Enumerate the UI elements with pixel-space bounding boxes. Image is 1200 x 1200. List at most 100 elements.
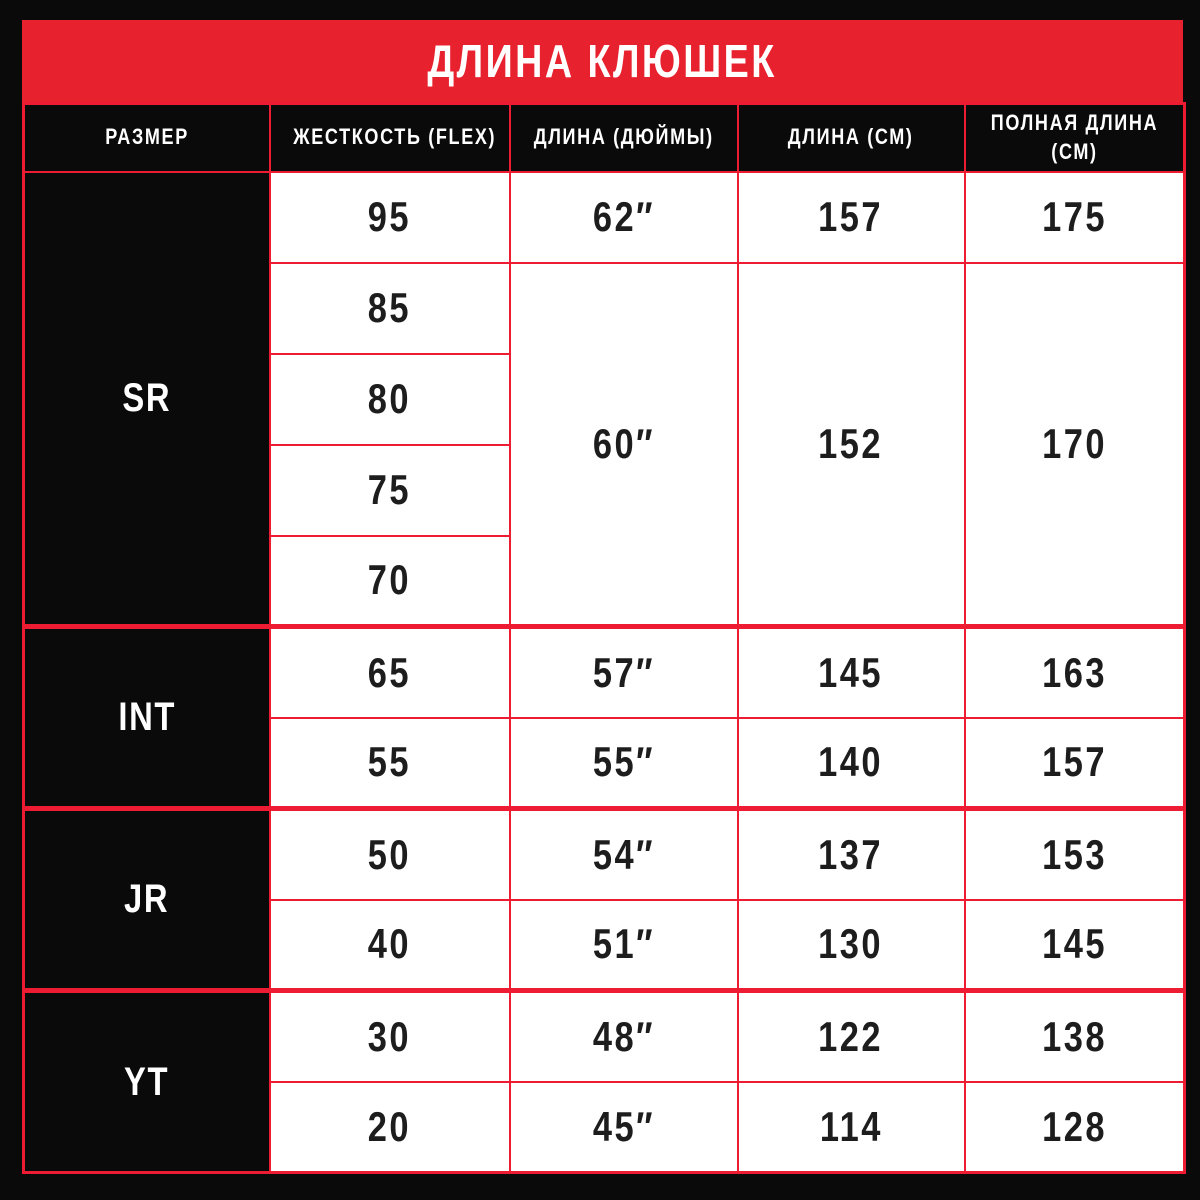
inches-value: 48″ [592, 1012, 655, 1060]
col-header-full-cm-label: ПОЛНАЯ ДЛИНА (СМ) [990, 110, 1158, 164]
size-label-jr: JR [124, 877, 170, 921]
inches-value: 51″ [592, 920, 655, 968]
col-header-cm: ДЛИНА (СМ) [736, 102, 966, 173]
flex-value: 40 [367, 920, 412, 968]
flex-value: 20 [367, 1102, 412, 1150]
flex-cell: 95 [268, 170, 511, 264]
flex-value: 75 [367, 466, 412, 513]
full-cm-value: 157 [1041, 738, 1107, 786]
full-cm-value: 163 [1041, 648, 1107, 696]
cm-cell: 157 [736, 170, 966, 264]
inches-value: 60″ [592, 419, 655, 467]
table-row: 70 [24, 534, 1185, 628]
flex-cell: 50 [268, 806, 511, 901]
table-row: JR 50 54″ 137 153 [22, 806, 1186, 992]
cm-cell: 140 [736, 716, 966, 810]
flex-value: 80 [367, 375, 412, 422]
full-cm-cell: 145 [963, 898, 1186, 992]
full-cm-value: 128 [1041, 1102, 1107, 1150]
cm-cell: 137 [736, 806, 966, 901]
inches-cell: 48″ [508, 988, 739, 1083]
full-cm-value: 138 [1041, 1012, 1107, 1060]
full-cm-cell: 175 [963, 170, 1186, 264]
cm-cell: 114 [736, 1080, 966, 1174]
size-label-sr: SR [122, 375, 172, 420]
col-header-size: РАЗМЕР [22, 102, 271, 173]
inches-value: 62″ [592, 193, 655, 240]
full-cm-cell: 138 [963, 988, 1186, 1083]
inches-cell: 57″ [508, 624, 739, 719]
col-header-flex: ЖЕСТКОСТЬ (FLEX) [268, 102, 511, 173]
inches-cell-merged: 60″ [508, 261, 739, 628]
full-cm-value: 153 [1041, 830, 1107, 878]
inches-cell: 51″ [508, 898, 739, 992]
cm-cell-merged: 152 [736, 261, 966, 628]
full-cm-value: 145 [1041, 920, 1107, 968]
table-header: РАЗМЕР ЖЕСТКОСТЬ (FLEX) ДЛИНА (ДЮЙМЫ) ДЛ… [22, 102, 1186, 173]
flex-cell: 70 [268, 534, 511, 628]
flex-cell: 75 [268, 443, 511, 537]
header-row: РАЗМЕР ЖЕСТКОСТЬ (FLEX) ДЛИНА (ДЮЙМЫ) ДЛ… [22, 102, 1186, 173]
flex-cell: 20 [268, 1080, 511, 1174]
full-cm-cell: 163 [963, 624, 1186, 719]
cm-value: 152 [818, 419, 884, 467]
flex-value: 65 [367, 648, 412, 696]
col-header-cm-label: ДЛИНА (СМ) [788, 124, 914, 150]
full-cm-cell: 153 [963, 806, 1186, 901]
size-cell-yt: YT [22, 988, 271, 1174]
cm-value: 122 [818, 1012, 884, 1060]
inches-value: 55″ [592, 738, 655, 786]
full-cm-cell-merged: 170 [963, 261, 1186, 628]
flex-value: 70 [367, 556, 412, 604]
full-cm-cell: 128 [963, 1080, 1186, 1174]
table-row: 85 60″ 152 170 [24, 261, 1186, 628]
table-row: YT 30 48″ 122 138 [22, 988, 1186, 1174]
inches-cell: 62″ [508, 170, 739, 264]
flex-value: 85 [367, 284, 412, 331]
cm-value: 157 [818, 193, 884, 240]
cm-cell: 145 [736, 624, 966, 719]
size-cell-sr: SR [22, 170, 271, 628]
col-header-inches: ДЛИНА (ДЮЙМЫ) [508, 102, 739, 173]
table-row: SR 95 62″ 157 175 [22, 170, 1186, 628]
flex-cell: 85 [268, 261, 511, 355]
stick-length-table: РАЗМЕР ЖЕСТКОСТЬ (FLEX) ДЛИНА (ДЮЙМЫ) ДЛ… [22, 102, 1186, 1174]
cm-cell: 130 [736, 898, 966, 992]
table-body: SR 95 62″ 157 175 85 60″ 152 170 80 75 7… [22, 170, 1186, 1174]
flex-cell: 55 [268, 716, 511, 810]
inches-value: 45″ [592, 1102, 655, 1150]
inches-cell: 54″ [508, 806, 739, 901]
cm-value: 145 [818, 648, 884, 696]
col-header-full-cm: ПОЛНАЯ ДЛИНА (СМ) [963, 102, 1186, 173]
table-row: 80 [24, 352, 1185, 446]
cm-value: 130 [818, 920, 884, 968]
cm-value: 140 [818, 738, 884, 786]
flex-cell: 65 [268, 624, 511, 719]
table-row: INT 65 57″ 145 163 [22, 624, 1186, 810]
size-label-yt: YT [124, 1059, 170, 1104]
col-header-flex-label: ЖЕСТКОСТЬ (FLEX) [292, 124, 496, 150]
col-header-size-label: РАЗМЕР [104, 124, 189, 150]
inches-cell: 55″ [508, 716, 739, 810]
cm-value: 137 [818, 830, 884, 878]
flex-value: 95 [367, 193, 412, 240]
full-cm-value: 175 [1041, 193, 1107, 240]
flex-cell: 80 [268, 352, 511, 446]
table-row: 40 51″ 130 145 [24, 898, 1186, 992]
size-label-int: INT [117, 695, 176, 739]
full-cm-cell: 157 [963, 716, 1186, 810]
flex-value: 55 [367, 738, 412, 786]
size-cell-jr: JR [22, 806, 271, 992]
cm-value: 114 [819, 1102, 883, 1150]
full-cm-value: 170 [1041, 419, 1107, 467]
table-row: 55 55″ 140 157 [24, 716, 1186, 810]
flex-cell: 30 [268, 988, 511, 1083]
page-title: ДЛИНА КЛЮШЕК [427, 35, 778, 87]
flex-value: 30 [367, 1012, 412, 1060]
table-row: 20 45″ 114 128 [24, 1080, 1186, 1174]
flex-cell: 40 [268, 898, 511, 992]
flex-value: 50 [367, 830, 412, 878]
inches-value: 54″ [592, 830, 655, 878]
size-cell-int: INT [22, 624, 271, 810]
